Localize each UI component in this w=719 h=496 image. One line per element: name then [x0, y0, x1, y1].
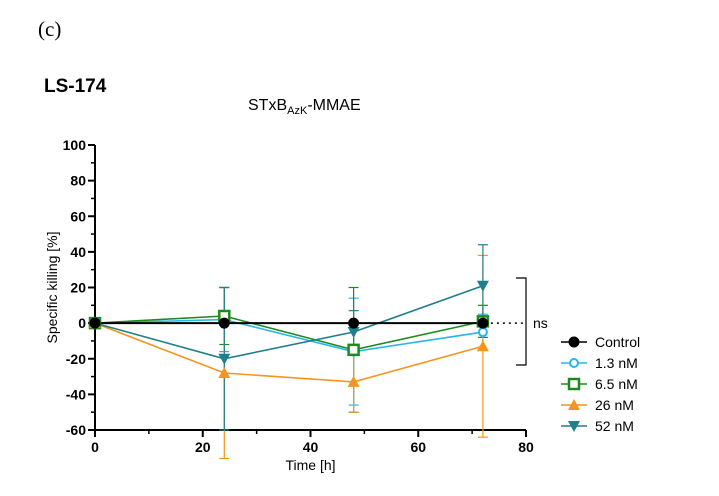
x-tick-label: 40 — [303, 439, 319, 455]
y-tick-label: 20 — [70, 280, 86, 296]
significance-bracket — [516, 277, 527, 366]
legend-marker — [568, 421, 580, 432]
data-point — [347, 327, 360, 339]
legend-marker — [568, 399, 580, 410]
series-line — [94, 322, 484, 383]
legend-marker — [568, 336, 580, 348]
data-point — [218, 317, 230, 329]
data-point — [477, 317, 489, 329]
y-tick-label: 80 — [70, 173, 86, 189]
y-tick-label: 40 — [70, 244, 86, 260]
legend-label: 1.3 nM — [595, 355, 638, 371]
y-tick-label: 100 — [63, 137, 87, 153]
legend-marker — [567, 377, 581, 391]
series-line — [94, 284, 484, 360]
title-subscript: AzK — [287, 105, 308, 118]
cell-line-label: LS-174 — [44, 76, 107, 97]
y-axis-label: Specific killing [%] — [44, 231, 60, 343]
series-line — [94, 315, 484, 351]
y-tick-label: -20 — [66, 351, 86, 367]
data-point — [476, 280, 489, 292]
panel-label: (c) — [38, 17, 62, 41]
significance-label: ns — [533, 315, 548, 331]
y-tick-label: -60 — [66, 422, 86, 438]
data-point — [347, 343, 360, 357]
x-axis-label: Time [h] — [285, 457, 335, 473]
data-point — [347, 375, 360, 387]
data-point — [218, 353, 231, 365]
legend-label: 52 nM — [595, 418, 634, 434]
y-tick-label: 60 — [70, 208, 86, 224]
x-tick-label: 0 — [91, 439, 99, 455]
data-point — [477, 327, 488, 338]
x-tick-label: 20 — [195, 439, 211, 455]
data-point — [218, 367, 231, 378]
chart-title: STxBAzK-MMAE — [0, 97, 719, 117]
y-tick-label: 0 — [78, 315, 86, 331]
legend-label: 6.5 nM — [595, 376, 638, 392]
legend-marker — [569, 358, 579, 368]
legend-label: 26 nM — [595, 397, 634, 413]
data-point — [89, 317, 101, 329]
legend-label: Control — [595, 334, 640, 350]
x-tick-label: 80 — [518, 439, 534, 455]
title-main: STxB — [248, 97, 288, 114]
data-point — [476, 340, 489, 352]
series-line — [94, 318, 484, 353]
y-tick-label: -40 — [66, 386, 86, 402]
title-tail: -MMAE — [307, 97, 361, 114]
data-point — [348, 317, 360, 329]
x-tick-label: 60 — [410, 439, 426, 455]
